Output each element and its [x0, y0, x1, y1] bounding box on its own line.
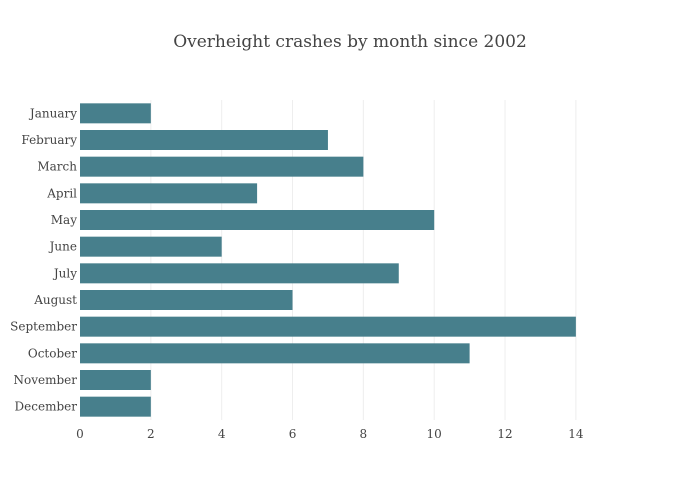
x-tick-label: 8	[360, 427, 368, 441]
y-tick-label: June	[48, 240, 77, 254]
y-tick-label: December	[15, 400, 78, 414]
x-tick-label: 10	[427, 427, 442, 441]
x-tick-label: 4	[218, 427, 226, 441]
bar-march[interactable]	[80, 156, 364, 177]
bar-november[interactable]	[80, 370, 151, 390]
bar-october[interactable]	[80, 343, 470, 364]
y-tick-label: May	[51, 213, 77, 227]
x-tick-label: 14	[568, 427, 584, 441]
x-tick-label: 12	[497, 427, 512, 441]
bar-september[interactable]	[80, 316, 576, 337]
y-tick-label: March	[37, 160, 77, 174]
bar-june[interactable]	[80, 236, 222, 257]
x-tick-label: 6	[289, 427, 297, 441]
y-tick-label: October	[28, 346, 77, 360]
y-tick-label: January	[28, 106, 77, 120]
grid-layer	[150, 100, 577, 420]
bar-february[interactable]	[80, 130, 328, 150]
y-tick-label: April	[46, 186, 77, 200]
bar-april[interactable]	[80, 183, 258, 204]
bar-august[interactable]	[80, 290, 293, 310]
chart-title: Overheight crashes by month since 2002	[173, 32, 527, 52]
x-tick-label: 0	[76, 427, 84, 441]
bar-may[interactable]	[80, 210, 435, 230]
bar-layer	[80, 103, 576, 417]
y-tick-label: August	[33, 293, 77, 307]
y-tick-label: July	[52, 266, 77, 280]
bar-january[interactable]	[80, 103, 151, 124]
bar-december[interactable]	[80, 396, 151, 417]
y-axis: January February March April May June July Augu…	[10, 106, 77, 413]
bar-july[interactable]	[80, 263, 399, 284]
x-axis: 0 2 4 6 8 10 12 14	[76, 427, 584, 441]
y-tick-label: February	[21, 133, 77, 147]
y-tick-label: September	[10, 320, 77, 334]
x-tick-label: 2	[147, 427, 155, 441]
y-tick-label: November	[13, 373, 77, 387]
